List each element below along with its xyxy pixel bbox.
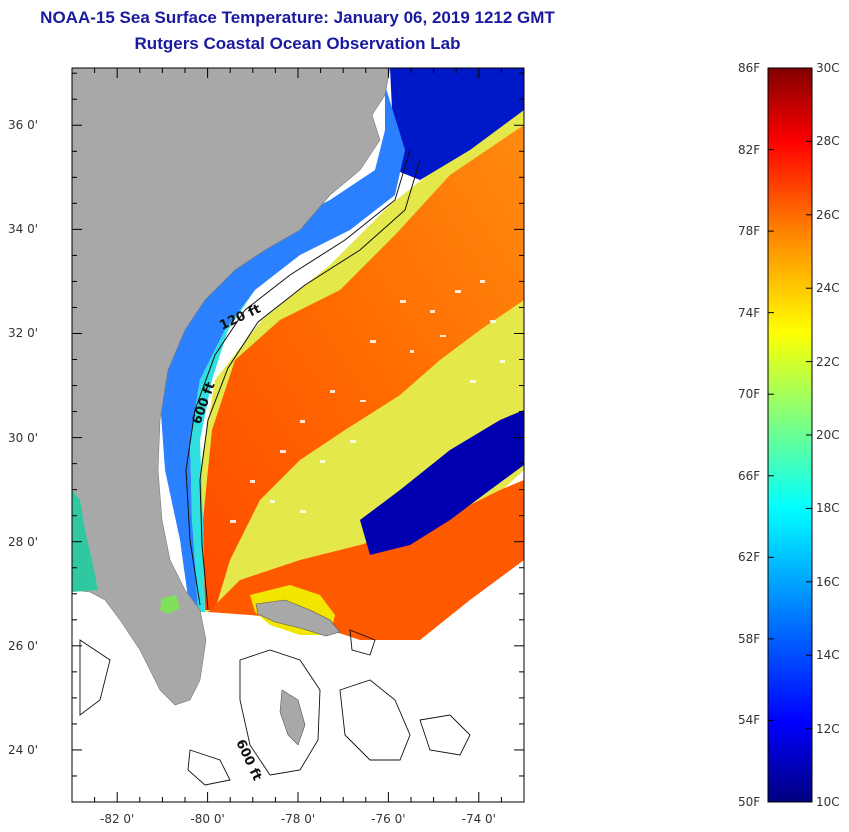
colorbar-c-label: 24C xyxy=(816,281,840,296)
colorbar-f-label: 66F xyxy=(738,468,761,483)
colorbar xyxy=(767,67,813,803)
colorbar-f-label: 50F xyxy=(738,795,761,809)
cold-water-northeast xyxy=(390,68,524,180)
lake-okeechobee xyxy=(160,595,180,614)
cold-water-band xyxy=(360,410,524,555)
colorbar-f-label: 62F xyxy=(738,550,761,565)
colorbar-f-label: 74F xyxy=(738,305,761,320)
bahamas-contours xyxy=(79,629,471,786)
map-area xyxy=(72,68,524,802)
contour-600ft xyxy=(199,159,421,611)
colorbar-f-label: 58F xyxy=(738,631,761,646)
lat-label: 36 0' xyxy=(8,118,39,133)
colorbar-c-label: 18C xyxy=(816,501,840,516)
colorbar-ticks xyxy=(768,67,812,803)
colorbar-c-label: 30C xyxy=(816,61,840,75)
land-bahamas-andros xyxy=(279,689,306,746)
gulf-coast-water xyxy=(72,490,98,592)
lon-label: -74 0' xyxy=(461,812,496,826)
colorbar-f-label: 70F xyxy=(738,387,761,402)
colorbar-c-label: 14C xyxy=(816,648,840,663)
land-bahamas-grand xyxy=(255,599,341,637)
lat-label: 32 0' xyxy=(8,326,39,341)
colorbar-c-label: 28C xyxy=(816,134,840,149)
land-mainland xyxy=(72,68,391,706)
colorbar-c-label: 20C xyxy=(816,428,840,442)
lon-label: -76 0' xyxy=(371,812,406,826)
colorbar-c-label: 22C xyxy=(816,354,840,369)
lon-label: -78 0' xyxy=(280,812,316,826)
colorbar-c-label: 10C xyxy=(816,795,840,809)
gulf-stream-core xyxy=(203,125,524,610)
lat-label: 30 0' xyxy=(8,430,39,445)
map-ticks xyxy=(72,68,524,802)
map-subtitle: Rutgers Coastal Ocean Observation Lab xyxy=(134,34,461,53)
lat-label: 28 0' xyxy=(8,534,39,549)
colorbar-f-label: 86F xyxy=(738,61,761,75)
colorbar-c-label: 12C xyxy=(816,721,840,736)
contour-120ft xyxy=(185,149,411,606)
shelf-cool-band xyxy=(160,85,405,612)
colorbar-c-label: 26C xyxy=(816,207,840,222)
cloud-speckle xyxy=(230,280,505,523)
lon-label: -82 0' xyxy=(100,812,135,826)
colorbar-c-label: 16C xyxy=(816,574,840,589)
lat-label: 24 0' xyxy=(8,742,39,757)
colorbar-f-label: 78F xyxy=(738,224,761,239)
colorbar-f-label: 82F xyxy=(738,142,761,157)
lat-label: 26 0' xyxy=(8,638,39,653)
map-title: NOAA-15 Sea Surface Temperature: January… xyxy=(40,8,555,27)
lat-label: 34 0' xyxy=(8,222,39,237)
colorbar-f-label: 54F xyxy=(738,713,761,728)
lon-label: -80 0' xyxy=(190,812,225,826)
